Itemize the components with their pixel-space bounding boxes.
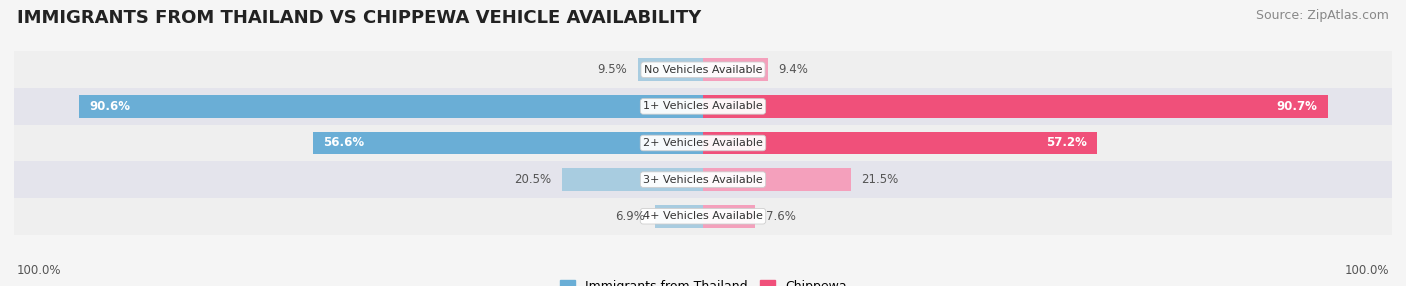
Bar [703, 168, 851, 191]
Text: 56.6%: 56.6% [323, 136, 364, 150]
Text: 9.4%: 9.4% [778, 63, 808, 76]
Bar [703, 95, 1327, 118]
Text: No Vehicles Available: No Vehicles Available [644, 65, 762, 75]
Legend: Immigrants from Thailand, Chippewa: Immigrants from Thailand, Chippewa [554, 275, 852, 286]
Text: 100.0%: 100.0% [17, 265, 62, 277]
Bar [79, 95, 703, 118]
Text: 2+ Vehicles Available: 2+ Vehicles Available [643, 138, 763, 148]
Text: 3+ Vehicles Available: 3+ Vehicles Available [643, 175, 763, 184]
Bar [655, 205, 703, 228]
Text: 100.0%: 100.0% [1344, 265, 1389, 277]
Text: 20.5%: 20.5% [515, 173, 551, 186]
Text: 4+ Vehicles Available: 4+ Vehicles Available [643, 211, 763, 221]
Text: 57.2%: 57.2% [1046, 136, 1087, 150]
Bar [14, 51, 1392, 88]
Bar [14, 198, 1392, 235]
Bar [14, 88, 1392, 125]
Bar [14, 161, 1392, 198]
Text: 6.9%: 6.9% [616, 210, 645, 223]
Bar [703, 132, 1097, 154]
Bar [703, 58, 768, 81]
Text: 90.7%: 90.7% [1277, 100, 1317, 113]
Text: 90.6%: 90.6% [89, 100, 131, 113]
Bar [562, 168, 703, 191]
Text: IMMIGRANTS FROM THAILAND VS CHIPPEWA VEHICLE AVAILABILITY: IMMIGRANTS FROM THAILAND VS CHIPPEWA VEH… [17, 9, 702, 27]
Text: 9.5%: 9.5% [598, 63, 627, 76]
Bar [637, 58, 703, 81]
Bar [314, 132, 703, 154]
Text: Source: ZipAtlas.com: Source: ZipAtlas.com [1256, 9, 1389, 21]
Bar [703, 205, 755, 228]
Text: 21.5%: 21.5% [862, 173, 898, 186]
Text: 1+ Vehicles Available: 1+ Vehicles Available [643, 102, 763, 111]
Text: 7.6%: 7.6% [766, 210, 796, 223]
Bar [14, 125, 1392, 161]
